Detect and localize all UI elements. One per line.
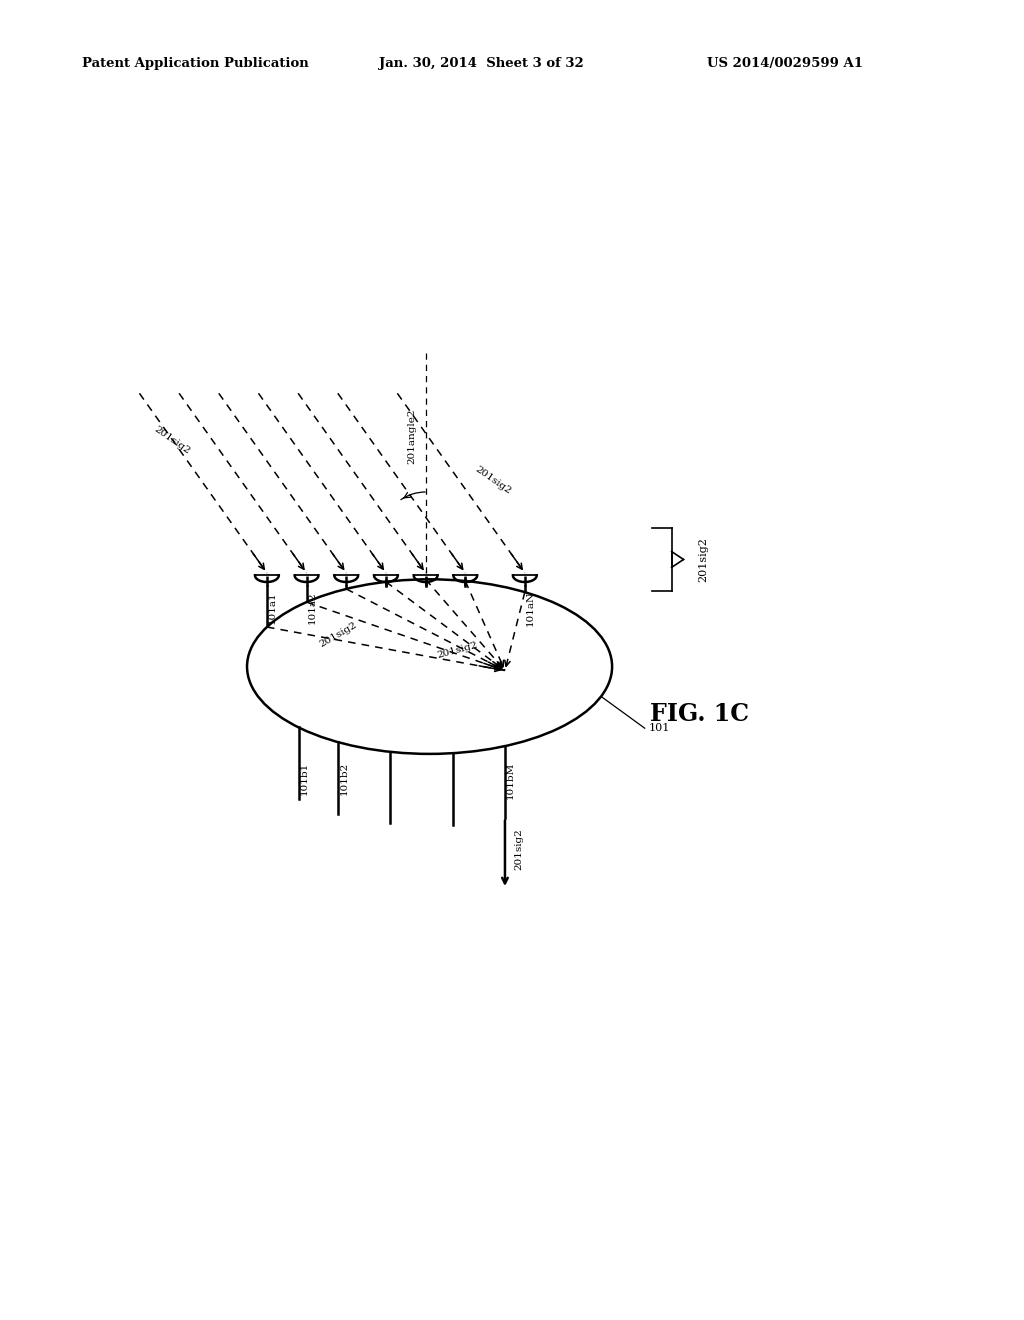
Text: 101aN: 101aN bbox=[526, 591, 535, 626]
Text: 201angle2: 201angle2 bbox=[407, 409, 416, 465]
Text: 101bM: 101bM bbox=[506, 762, 515, 799]
Text: 101a1: 101a1 bbox=[268, 591, 276, 624]
Text: 201sig2: 201sig2 bbox=[473, 465, 513, 496]
Text: 101b2: 101b2 bbox=[339, 762, 348, 795]
Text: 201sig2: 201sig2 bbox=[318, 620, 358, 649]
Text: US 2014/0029599 A1: US 2014/0029599 A1 bbox=[707, 57, 862, 70]
Text: 101b1: 101b1 bbox=[300, 762, 308, 795]
Text: Jan. 30, 2014  Sheet 3 of 32: Jan. 30, 2014 Sheet 3 of 32 bbox=[379, 57, 584, 70]
Text: Patent Application Publication: Patent Application Publication bbox=[82, 57, 308, 70]
Text: 201sig2: 201sig2 bbox=[152, 425, 191, 457]
Text: 101: 101 bbox=[649, 723, 670, 733]
Text: 201sig2: 201sig2 bbox=[436, 642, 478, 660]
Text: FIG. 1C: FIG. 1C bbox=[650, 702, 749, 726]
Text: 201sig2: 201sig2 bbox=[698, 537, 709, 582]
Text: 201sig2: 201sig2 bbox=[514, 829, 523, 870]
Text: 101a2: 101a2 bbox=[307, 591, 316, 624]
